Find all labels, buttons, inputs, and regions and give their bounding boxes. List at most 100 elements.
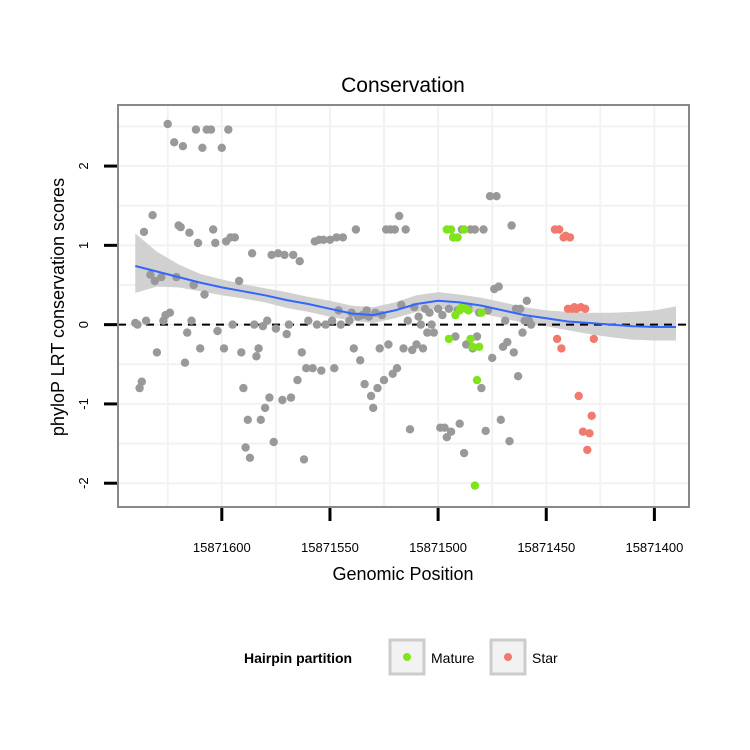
data-point: [245, 453, 255, 462]
data-point: [375, 344, 384, 353]
data-point: [412, 340, 421, 349]
legend-entry-mature: Mature: [388, 638, 475, 676]
smooth-line: [135, 265, 676, 328]
data-point: [319, 235, 328, 244]
data-point: [565, 233, 575, 242]
legend-marker-mature: [403, 653, 411, 661]
data-point: [589, 334, 598, 344]
legend-title: Hairpin partition: [244, 650, 352, 666]
data-point: [349, 344, 358, 353]
data-point: [139, 227, 149, 237]
data-point: [200, 290, 209, 299]
data-point: [250, 320, 259, 329]
data-point: [304, 316, 313, 325]
data-point: [446, 427, 456, 436]
data-point: [213, 326, 222, 336]
data-point: [152, 348, 162, 357]
data-point: [299, 455, 309, 464]
data-point: [237, 348, 246, 357]
data-point: [583, 445, 592, 455]
data-point: [178, 142, 188, 151]
y-axis-title: phyloP LRT conservation scores: [48, 178, 68, 436]
panel-border: [117, 104, 690, 508]
data-point: [518, 328, 527, 337]
data-point: [234, 276, 244, 286]
data-point: [459, 448, 469, 458]
data-point: [440, 423, 449, 432]
data-point: [585, 429, 594, 438]
y-tick-label: 1: [76, 242, 91, 249]
data-point: [423, 328, 432, 337]
data-point: [477, 308, 486, 317]
data-point: [587, 411, 596, 420]
data-point: [401, 225, 410, 234]
data-point: [516, 304, 525, 313]
data-point: [414, 312, 423, 321]
chart-title: Conservation: [341, 74, 465, 97]
data-point: [433, 304, 443, 313]
data-point: [578, 427, 588, 436]
data-point: [217, 143, 226, 152]
data-point: [470, 225, 480, 234]
data-point: [286, 393, 296, 402]
data-point: [252, 352, 261, 361]
data-point: [206, 125, 216, 134]
data-point: [492, 192, 501, 201]
data-point: [451, 332, 460, 341]
data-point: [336, 320, 345, 329]
data-point: [522, 296, 531, 305]
data-point: [308, 364, 317, 373]
legend-label-mature: Mature: [431, 650, 475, 666]
data-point: [366, 391, 376, 401]
data-point: [317, 366, 326, 375]
x-tick-label: 15871500: [409, 540, 467, 555]
points-layer: [131, 119, 598, 490]
data-point: [446, 225, 456, 234]
x-tick-label: 15871550: [301, 540, 359, 555]
data-point: [477, 383, 486, 393]
data-point: [146, 270, 155, 279]
data-point: [185, 228, 194, 237]
data-point: [280, 250, 289, 260]
data-point: [444, 304, 454, 313]
y-tick-label: -2: [76, 477, 91, 489]
data-point: [198, 143, 207, 152]
data-point: [464, 306, 473, 315]
x-tick-label: 15871450: [517, 540, 575, 555]
data-point: [444, 334, 454, 344]
plot-panel: [117, 104, 690, 508]
data-point: [327, 316, 337, 325]
data-point: [405, 425, 415, 434]
data-point: [526, 320, 536, 329]
data-point: [338, 233, 348, 242]
y-axis: -2 -1 0 1 2: [76, 162, 117, 489]
data-point: [390, 225, 399, 234]
data-point: [269, 437, 278, 447]
data-point: [416, 320, 425, 329]
x-tick-label: 15871600: [193, 540, 251, 555]
legend-label-star: Star: [532, 650, 558, 666]
data-point: [302, 364, 311, 373]
data-point: [513, 372, 523, 381]
data-point: [228, 320, 237, 329]
x-tick-label: 15871400: [625, 540, 683, 555]
data-point: [472, 332, 482, 341]
data-point: [187, 316, 196, 325]
data-point: [135, 383, 144, 393]
data-point: [392, 364, 402, 373]
data-point: [488, 353, 497, 363]
data-point: [150, 276, 159, 286]
data-point: [399, 344, 408, 353]
data-point: [141, 316, 151, 325]
data-point: [427, 320, 436, 329]
data-point: [574, 391, 583, 401]
data-point: [256, 415, 265, 424]
data-point: [459, 225, 469, 234]
data-point: [271, 324, 281, 333]
y-tick-label: 2: [76, 162, 91, 169]
data-point: [247, 249, 257, 258]
data-point: [356, 356, 365, 365]
data-point: [230, 233, 239, 242]
data-point: [278, 395, 287, 405]
confidence-ribbon-layer: [135, 233, 677, 341]
